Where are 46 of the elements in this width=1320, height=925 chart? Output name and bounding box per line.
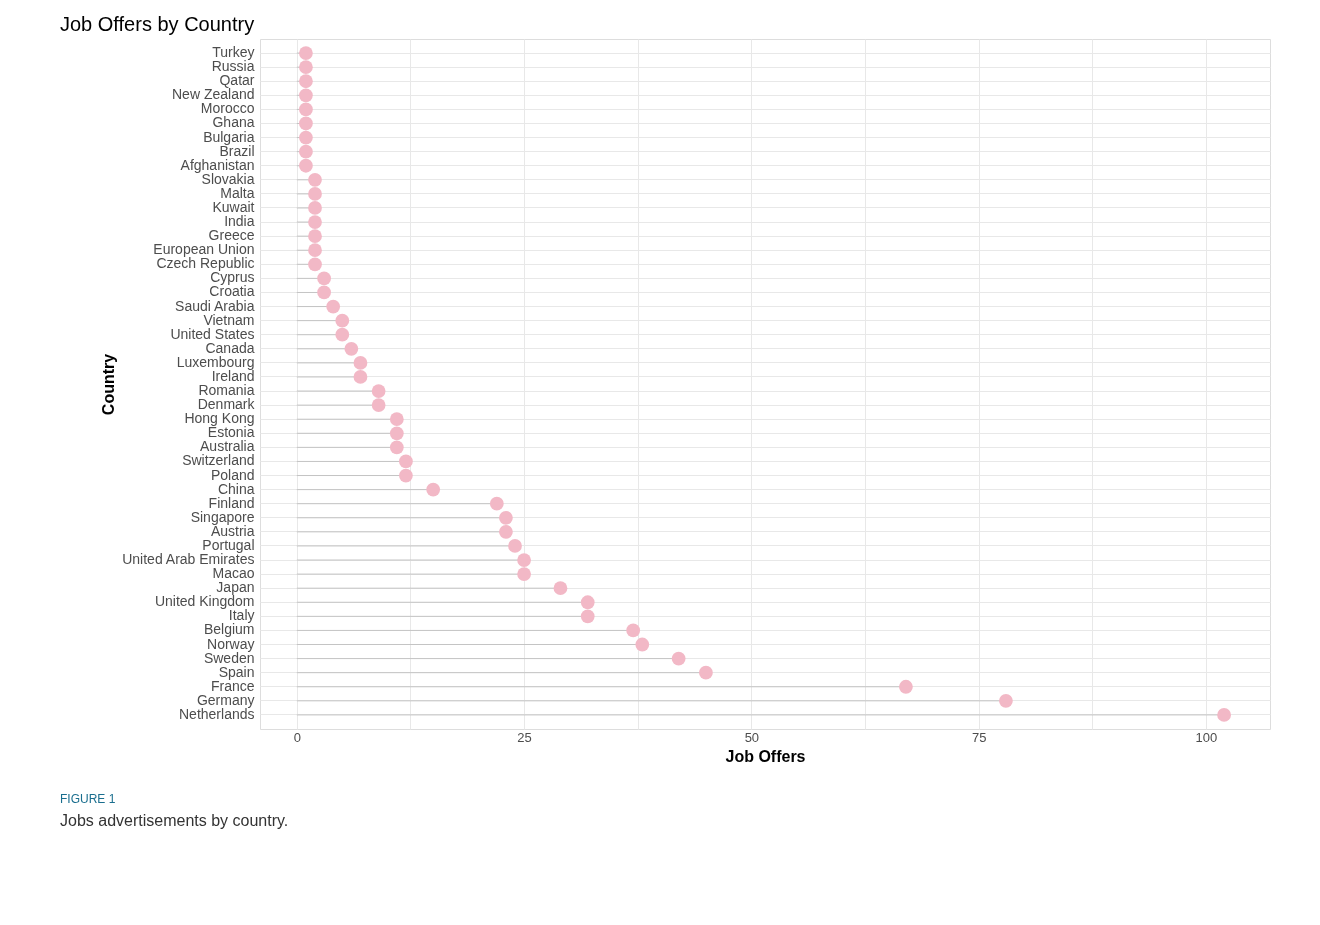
y-tick-label: Portugal bbox=[202, 536, 255, 553]
y-tick-label: Singapore bbox=[190, 508, 255, 525]
y-tick-label: France bbox=[210, 677, 255, 694]
y-tick-label: China bbox=[217, 480, 255, 497]
y-tick-label: United Arab Emirates bbox=[122, 551, 255, 568]
x-tick-label: 25 bbox=[517, 729, 532, 745]
y-tick-label: European Union bbox=[153, 241, 255, 258]
y-tick-label: Malta bbox=[220, 184, 255, 201]
y-axis-title: Country bbox=[100, 353, 118, 416]
y-tick-label: United States bbox=[170, 325, 255, 342]
x-axis-title: Job Offers bbox=[725, 747, 806, 765]
y-tick-label: Saudi Arabia bbox=[175, 297, 255, 314]
y-tick-label: Greece bbox=[208, 227, 255, 244]
y-tick-label: Czech Republic bbox=[156, 255, 255, 272]
y-tick-label: Afghanistan bbox=[180, 156, 255, 173]
y-tick-label: Germany bbox=[196, 691, 255, 708]
y-tick-label: Kuwait bbox=[212, 198, 255, 215]
y-tick-label: Switzerland bbox=[182, 452, 255, 469]
y-tick-label: Qatar bbox=[219, 72, 255, 89]
y-tick-label: Morocco bbox=[200, 100, 255, 117]
y-tick-label: Slovakia bbox=[201, 170, 255, 187]
x-tick-label: 100 bbox=[1195, 729, 1218, 745]
y-tick-label: Bulgaria bbox=[203, 128, 255, 145]
y-tick-label: Vietnam bbox=[203, 311, 255, 328]
y-tick-label: India bbox=[224, 213, 255, 230]
y-tick-label: Italy bbox=[228, 607, 255, 624]
y-tick-label: Hong Kong bbox=[184, 410, 255, 427]
y-tick-label: Japan bbox=[216, 579, 255, 596]
y-tick-label: Romania bbox=[198, 382, 255, 399]
y-tick-label: Luxembourg bbox=[176, 353, 255, 370]
y-tick-label: Turkey bbox=[212, 44, 255, 61]
x-tick-label: 0 bbox=[293, 729, 301, 745]
y-tick-label: Cyprus bbox=[210, 269, 255, 286]
x-tick-label: 75 bbox=[971, 729, 987, 745]
y-tick-label: Macao bbox=[212, 565, 255, 582]
y-tick-label: Poland bbox=[210, 466, 255, 483]
y-tick-label: Canada bbox=[205, 339, 255, 356]
y-tick-label: Denmark bbox=[197, 396, 256, 413]
y-tick-label: Spain bbox=[218, 663, 255, 680]
y-tick-label: Finland bbox=[208, 494, 255, 511]
y-tick-label: Australia bbox=[200, 438, 255, 455]
text: Jobs advertisements by country. bbox=[60, 812, 289, 829]
chart-title: Job Offers by Country bbox=[60, 13, 255, 35]
caption: FIGURE 1 bbox=[60, 792, 116, 806]
x-tick-label: 50 bbox=[744, 729, 760, 745]
y-tick-label: Ghana bbox=[212, 114, 255, 131]
